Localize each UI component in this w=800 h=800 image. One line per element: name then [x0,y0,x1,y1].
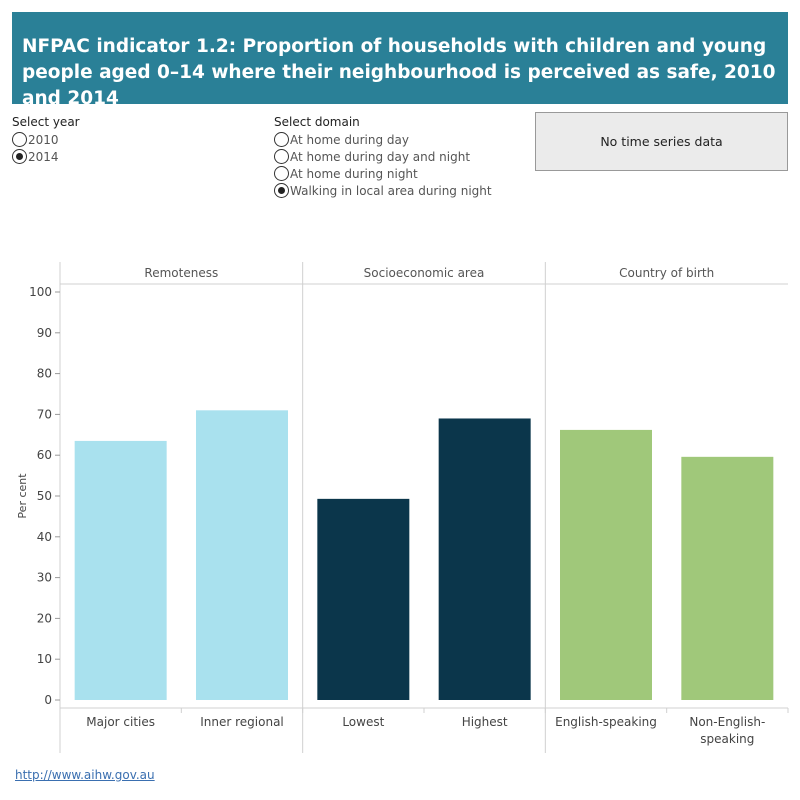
category-label: English-speaking [555,715,657,729]
panel-header: Socioeconomic area [364,266,485,280]
aihw-link[interactable]: http://www.aihw.gov.au [15,768,155,782]
bar [560,429,652,700]
domain-option-label: At home during day and night [290,149,471,164]
category-label: Major cities [86,715,155,729]
year-filter-label: Select year [12,115,80,129]
y-tick-label: 50 [37,489,52,503]
y-tick-label: 60 [37,448,52,462]
y-tick-label: 0 [44,693,52,707]
category-label: speaking [700,732,754,746]
y-tick-label: 40 [37,530,52,544]
domain-option-walking-night[interactable]: Walking in local area during night [274,182,492,199]
year-option-2010[interactable]: 2010 [12,131,80,148]
y-tick-label: 20 [37,611,52,625]
y-tick-label: 100 [29,285,52,299]
no-time-series-text: No time series data [600,134,723,149]
category-label: Highest [462,715,508,729]
radio-icon[interactable] [274,132,289,147]
y-tick-label: 80 [37,367,52,381]
year-filter: Select year 2010 2014 [12,115,80,165]
domain-option-label: Walking in local area during night [290,183,492,198]
title-bar: NFPAC indicator 1.2: Proportion of house… [12,12,788,109]
domain-option-home-day-night[interactable]: At home during day and night [274,148,492,165]
radio-icon[interactable] [12,132,27,147]
radio-icon[interactable] [274,149,289,164]
y-axis-title: Per cent [16,473,29,519]
domain-option-label: At home during night [290,166,418,181]
y-tick-label: 30 [37,571,52,585]
y-tick-label: 70 [37,407,52,421]
domain-option-home-night[interactable]: At home during night [274,165,492,182]
category-label: Inner regional [200,715,284,729]
bar [438,418,531,700]
chart-title: NFPAC indicator 1.2: Proportion of house… [22,36,776,109]
y-tick-label: 90 [37,326,52,340]
year-option-label: 2014 [28,149,59,164]
no-time-series-box: No time series data [535,112,788,171]
radio-checked-icon[interactable] [274,183,289,198]
domain-filter: Select domain At home during day At home… [274,115,492,199]
bar [681,456,774,700]
domain-option-label: At home during day [290,132,409,147]
year-option-label: 2010 [28,132,59,147]
y-tick-label: 10 [37,652,52,666]
bar [74,440,167,700]
category-label: Non-English- [689,715,765,729]
bar-chart: 0 10 20 30 40 50 60 70 80 90 100 Per cent Remoteness… [16,262,789,753]
year-option-2014[interactable]: 2014 [12,148,80,165]
domain-filter-label: Select domain [274,115,360,129]
panel-header: Remoteness [144,266,218,280]
radio-icon[interactable] [274,166,289,181]
radio-checked-icon[interactable] [12,149,27,164]
category-label: Lowest [342,715,384,729]
panel-header: Country of birth [619,266,714,280]
domain-option-home-day[interactable]: At home during day [274,131,492,148]
bar [196,410,288,700]
bar [317,498,410,700]
